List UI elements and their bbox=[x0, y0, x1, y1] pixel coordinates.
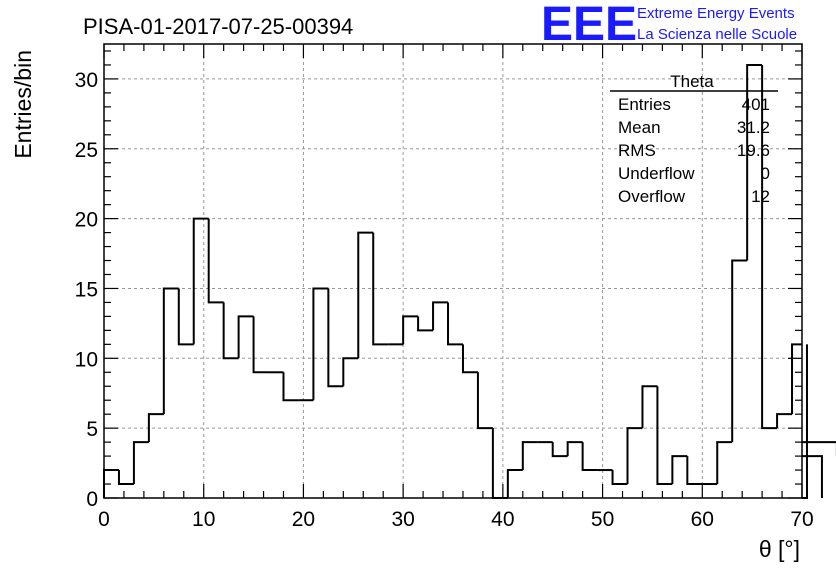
histogram-bar bbox=[686, 456, 703, 486]
histogram-bar bbox=[207, 218, 224, 304]
histogram-bar bbox=[581, 442, 598, 472]
histogram-bar bbox=[147, 413, 164, 443]
histogram-bar bbox=[177, 288, 194, 346]
x-tick-label: 20 bbox=[292, 508, 315, 531]
histogram-bar bbox=[521, 441, 538, 471]
histogram-bar bbox=[461, 344, 478, 374]
chart-title: PISA-01-2017-07-25-00394 bbox=[83, 14, 353, 39]
y-tick-label: 5 bbox=[86, 418, 98, 441]
eee-logo-mark: EEE bbox=[541, 0, 637, 51]
histogram-bar bbox=[402, 315, 419, 345]
histogram-bar bbox=[327, 288, 344, 388]
y-tick-label: 25 bbox=[75, 139, 98, 162]
histogram-bar bbox=[566, 441, 583, 457]
histogram-bar bbox=[802, 344, 808, 499]
histogram-bar bbox=[237, 315, 254, 359]
tick-labels: 0 10 20 30 40 50 60 70 0 5 10 15 20 25 30 bbox=[75, 69, 814, 531]
x-tick-label: 40 bbox=[491, 508, 514, 531]
stats-entries-value: 401 bbox=[742, 95, 770, 114]
plot-axes bbox=[103, 43, 803, 499]
histogram-bar bbox=[641, 385, 658, 429]
histogram-bar bbox=[312, 287, 329, 401]
logo-line-2: La Scienza nelle Scuole bbox=[637, 26, 797, 43]
histogram-bar bbox=[417, 316, 434, 332]
grid-lines bbox=[104, 44, 802, 498]
histogram-bar bbox=[671, 455, 688, 485]
y-tick-label: 0 bbox=[86, 488, 98, 511]
histogram-bar bbox=[716, 441, 733, 485]
histogram-bar bbox=[372, 232, 389, 346]
x-tick-label: 70 bbox=[790, 508, 813, 531]
x-axis-label: θ [°] bbox=[759, 536, 800, 562]
histogram-bar bbox=[282, 372, 299, 402]
histogram-bar bbox=[132, 441, 149, 485]
x-tick-label: 0 bbox=[98, 508, 110, 531]
y-axis-label: Entries/bin bbox=[10, 50, 36, 159]
histogram-bar bbox=[611, 470, 628, 486]
x-tick-label: 10 bbox=[192, 508, 215, 531]
histogram-bar bbox=[626, 427, 643, 485]
histogram-bar bbox=[162, 287, 179, 415]
y-tick-label: 30 bbox=[75, 69, 98, 92]
stats-box-name: Theta bbox=[670, 72, 714, 91]
y-tick-label: 20 bbox=[75, 209, 98, 232]
histogram-bar bbox=[432, 301, 449, 331]
plot-frame bbox=[103, 43, 803, 499]
logo-line-1: Extreme Energy Events bbox=[637, 5, 795, 22]
stats-underflow-value: 0 bbox=[761, 164, 770, 183]
histogram-bar bbox=[656, 386, 673, 486]
histogram-bar bbox=[447, 302, 463, 346]
x-tick-label: 50 bbox=[591, 508, 614, 531]
stats-entries-label: Entries bbox=[618, 95, 671, 114]
y-tick-label: 10 bbox=[75, 348, 98, 371]
stats-rms-label: RMS bbox=[618, 141, 656, 160]
histogram-bar bbox=[252, 316, 269, 374]
stats-mean-label: Mean bbox=[618, 118, 661, 137]
stats-underflow-label: Underflow bbox=[618, 164, 695, 183]
stats-overflow-value: 12 bbox=[751, 187, 770, 206]
histogram-bar bbox=[761, 64, 778, 430]
stats-overflow-label: Overflow bbox=[618, 187, 686, 206]
histogram-bar bbox=[222, 302, 239, 360]
histogram-bar bbox=[776, 413, 793, 429]
stats-box: Theta Entries 401 Mean 31.2 RMS 19.6 Und… bbox=[610, 72, 778, 206]
histogram-bar bbox=[117, 470, 134, 486]
histogram-bar bbox=[357, 231, 374, 359]
x-tick-label: 30 bbox=[391, 508, 414, 531]
histogram-bar bbox=[746, 63, 763, 261]
histogram-bar bbox=[192, 217, 209, 345]
x-tick-label: 60 bbox=[691, 508, 714, 531]
stats-mean-value: 31.2 bbox=[737, 118, 770, 137]
histogram-bar bbox=[802, 441, 836, 457]
histogram-bar bbox=[506, 469, 523, 498]
stats-rms-value: 19.6 bbox=[737, 141, 770, 160]
histogram-bar bbox=[551, 442, 568, 458]
histogram-bar bbox=[342, 357, 359, 387]
histogram-bar bbox=[476, 372, 493, 430]
histogram-bar bbox=[802, 455, 823, 498]
histogram-bar bbox=[731, 259, 748, 443]
y-tick-label: 15 bbox=[75, 278, 98, 301]
